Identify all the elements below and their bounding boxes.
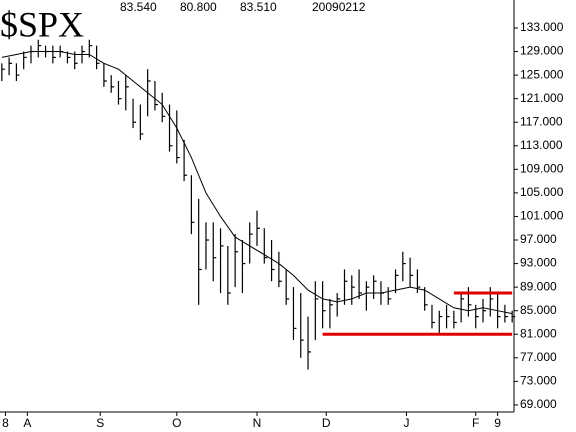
header-value: 83.510 <box>240 0 277 14</box>
header-value: 80.800 <box>180 0 217 14</box>
y-tick-label: 93.000 <box>520 256 557 270</box>
x-tick-label: S <box>96 416 104 430</box>
y-tick-label: 89.000 <box>520 279 557 293</box>
y-tick-label: 113.000 <box>520 138 563 152</box>
x-tick-label: 8 <box>2 416 9 430</box>
y-tick-label: 69.000 <box>520 397 557 411</box>
y-tick-label: 133.000 <box>520 20 564 34</box>
chart-title: $SPX <box>0 4 84 44</box>
y-tick-label: 97.000 <box>520 232 557 246</box>
header-value: 20090212 <box>312 0 366 14</box>
y-tick-label: 73.000 <box>520 374 557 388</box>
y-tick-label: 117.000 <box>520 114 563 128</box>
y-tick-label: 77.000 <box>520 350 557 364</box>
y-tick-label: 101.000 <box>520 209 564 223</box>
x-tick-label: 9 <box>494 416 501 430</box>
y-tick-label: 105.000 <box>520 185 564 199</box>
y-tick-label: 121.000 <box>520 91 564 105</box>
y-tick-label: 85.000 <box>520 303 557 317</box>
y-tick-label: 109.000 <box>520 162 564 176</box>
y-tick-label: 129.000 <box>520 44 564 58</box>
x-tick-label: A <box>23 416 31 430</box>
y-tick-label: 81.000 <box>520 326 557 340</box>
x-tick-label: F <box>472 416 479 430</box>
x-tick-label: D <box>322 416 331 430</box>
x-tick-label: O <box>172 416 181 430</box>
y-tick-label: 125.000 <box>520 67 564 81</box>
moving-average <box>1 51 513 315</box>
header-value: 83.540 <box>120 0 157 14</box>
x-tick-label: J <box>403 416 409 430</box>
x-tick-label: N <box>253 416 262 430</box>
